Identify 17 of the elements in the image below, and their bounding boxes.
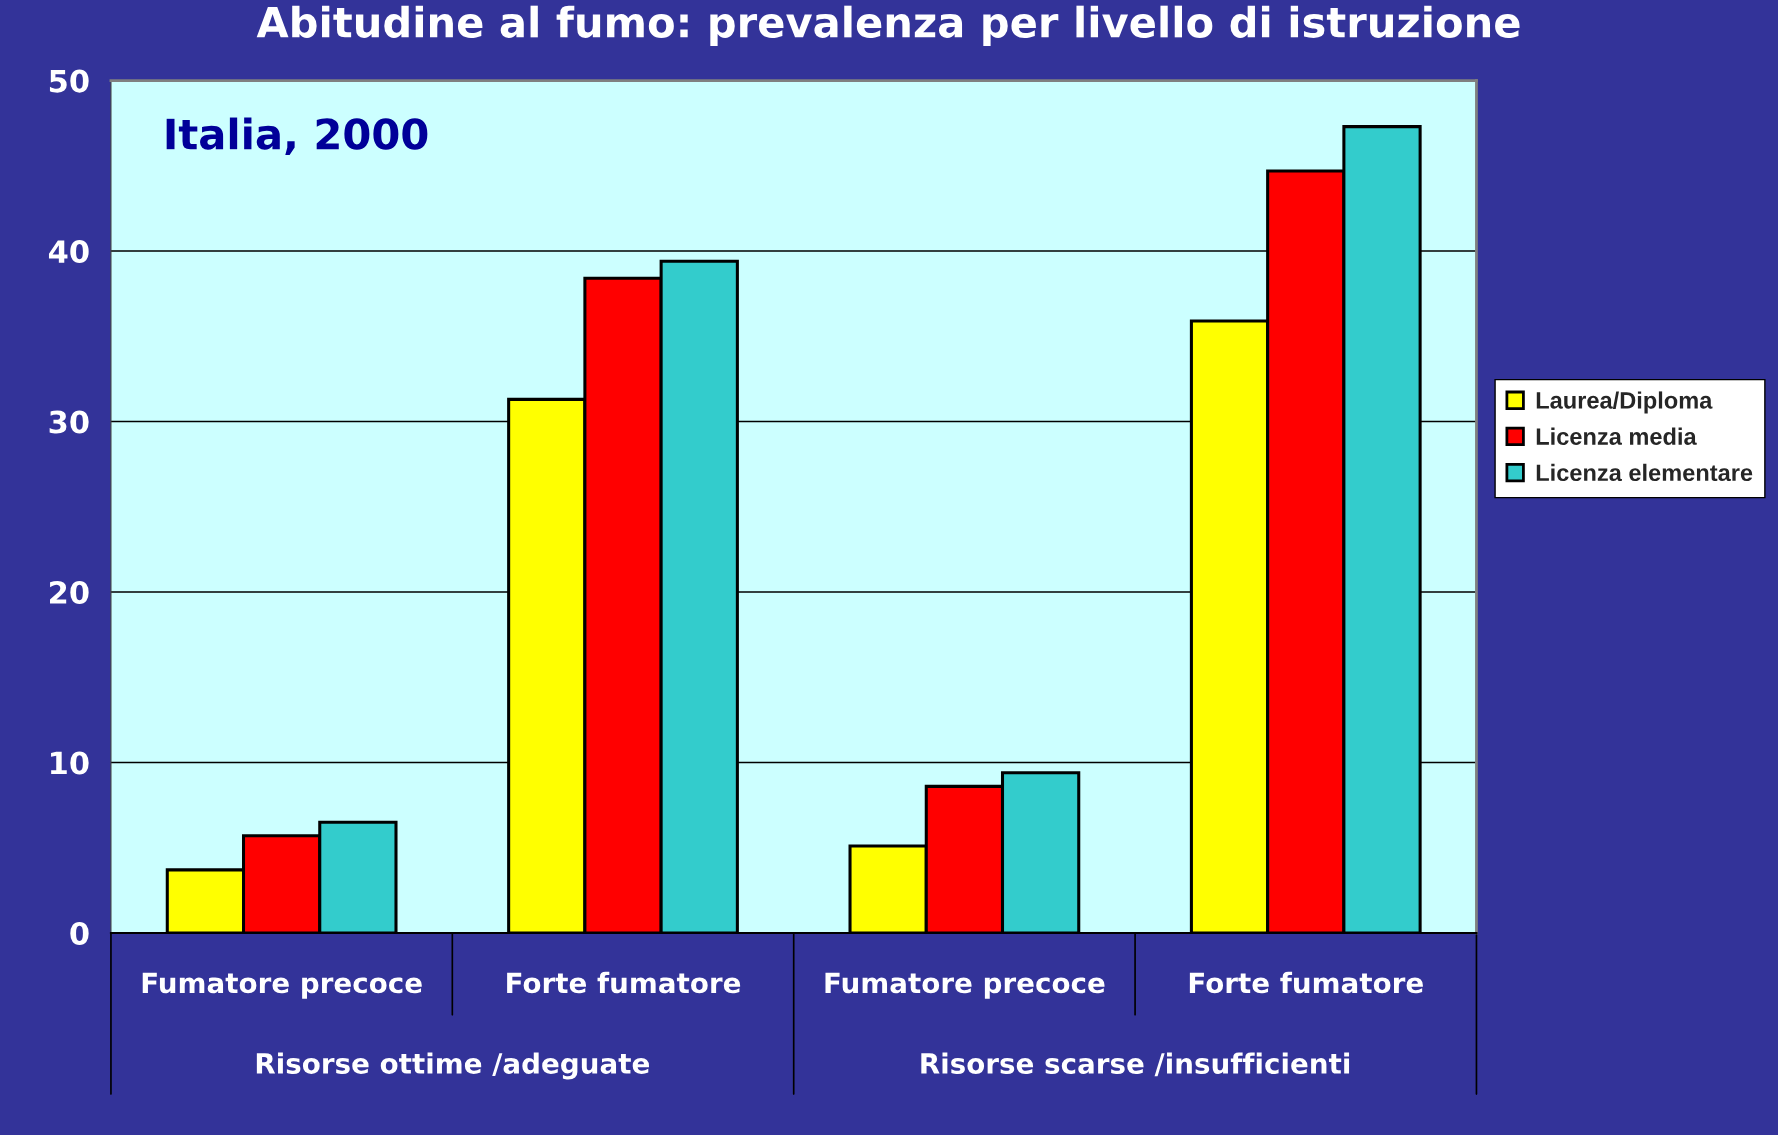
legend-label: Licenza media <box>1536 427 1697 445</box>
text: Risorse scarse /insufficienti <box>921 1052 1350 1077</box>
chart-title: Abitudine al fumo: prevalenza per livello di istruzione <box>256 5 1520 46</box>
x-tick-label: Fumatore precoce <box>142 972 422 999</box>
y-tick-label: 0 <box>70 921 89 946</box>
y-tick-label: 20 <box>50 580 89 605</box>
text: Risorse ottime /adeguate <box>256 1052 649 1080</box>
y-tick-label: 30 <box>49 410 89 434</box>
y-tick-label: 10 <box>51 751 89 775</box>
x-tick-label: Fumatore precoce <box>825 972 1105 999</box>
y-tick-label: 50 <box>49 69 89 93</box>
text: Italia, 2000 <box>166 117 428 156</box>
x-tick-label: Forte fumatore <box>507 971 741 994</box>
legend-label: Licenza elementare <box>1536 463 1753 482</box>
y-tick-label: 40 <box>48 239 89 264</box>
legend-label: Laurea/Diploma <box>1536 391 1713 414</box>
x-tick-label: Forte fumatore <box>1189 971 1423 994</box>
